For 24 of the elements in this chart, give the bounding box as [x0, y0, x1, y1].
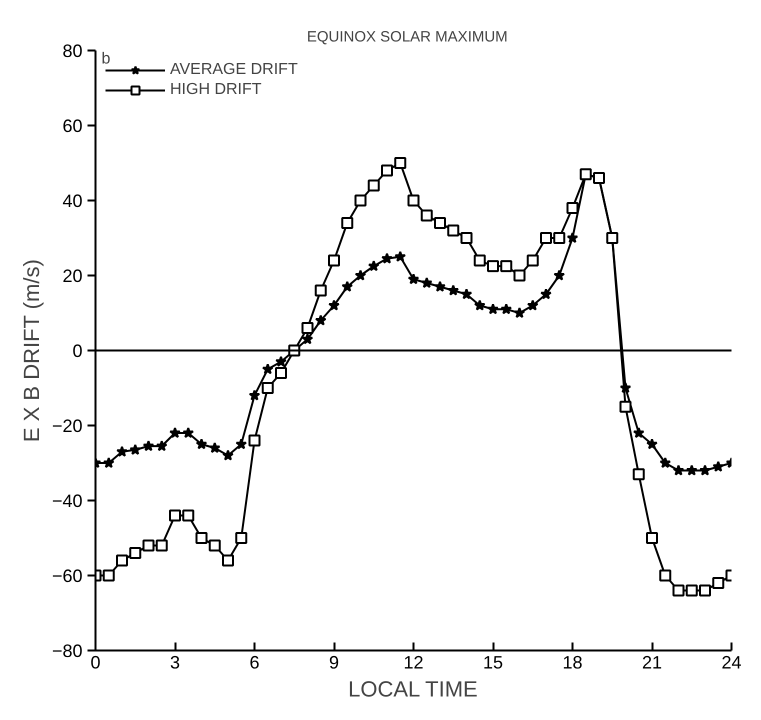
y-tick-label: −80 [52, 641, 83, 661]
x-tick-label: 0 [90, 652, 101, 672]
x-axis-title: LOCAL TIME [348, 676, 478, 702]
y-tick-label: 40 [62, 191, 83, 211]
y-tick-label: 20 [62, 266, 83, 286]
legend-label: AVERAGE DRIFT [170, 61, 298, 79]
x-tick-label: 3 [170, 652, 180, 672]
legend-label: HIGH DRIFT [170, 81, 262, 99]
y-tick-label: −60 [52, 566, 83, 586]
x-tick-label: 18 [562, 652, 583, 672]
y-tick-label: 60 [62, 116, 83, 136]
y-tick-label: 0 [72, 341, 83, 361]
y-tick-label: −40 [52, 491, 83, 511]
chart-title: EQUINOX SOLAR MAXIMUM [306, 28, 508, 46]
x-tick-label: 12 [403, 652, 424, 672]
annotation: b [102, 50, 110, 68]
y-axis-title: E X B DRIFT (m/s) [18, 259, 44, 442]
x-tick-label: 21 [642, 652, 662, 672]
y-tick-label: 80 [62, 41, 83, 61]
x-tick-label: 6 [249, 652, 260, 672]
x-tick-label: 24 [721, 652, 742, 672]
y-tick-label: −20 [52, 416, 83, 436]
x-tick-label: 9 [328, 652, 340, 672]
x-tick-label: 15 [482, 652, 504, 672]
